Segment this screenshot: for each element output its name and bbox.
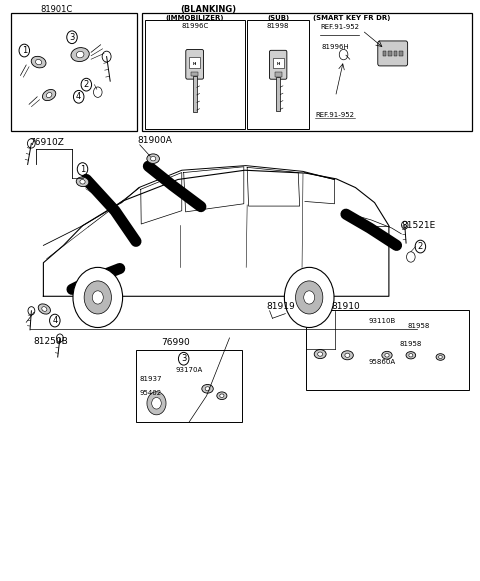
Text: 81919: 81919 xyxy=(266,302,295,311)
Text: 81996H: 81996H xyxy=(321,44,349,49)
Ellipse shape xyxy=(147,154,159,163)
Circle shape xyxy=(296,281,323,314)
Text: 93110B: 93110B xyxy=(369,318,396,324)
Bar xyxy=(144,20,245,128)
Bar xyxy=(142,13,472,131)
Ellipse shape xyxy=(76,51,84,58)
Bar xyxy=(388,51,392,56)
Ellipse shape xyxy=(382,352,392,359)
Ellipse shape xyxy=(202,385,213,393)
Ellipse shape xyxy=(217,392,227,400)
Ellipse shape xyxy=(31,56,46,68)
Text: 81900A: 81900A xyxy=(137,136,172,145)
Ellipse shape xyxy=(406,352,416,359)
Text: (SMART KEY FR DR): (SMART KEY FR DR) xyxy=(312,15,390,21)
Bar xyxy=(191,71,198,77)
Text: REF.91-952: REF.91-952 xyxy=(315,112,354,118)
Text: H: H xyxy=(193,62,196,66)
FancyBboxPatch shape xyxy=(186,49,204,79)
Text: 3: 3 xyxy=(69,33,75,42)
Bar xyxy=(276,77,280,111)
Ellipse shape xyxy=(76,177,89,187)
Text: 81958: 81958 xyxy=(408,324,431,329)
Ellipse shape xyxy=(345,353,350,357)
Text: 95860A: 95860A xyxy=(369,358,396,365)
Ellipse shape xyxy=(71,48,89,62)
Bar xyxy=(11,13,137,131)
Text: 93170A: 93170A xyxy=(176,367,203,374)
Ellipse shape xyxy=(36,59,42,64)
Text: 76990: 76990 xyxy=(161,338,190,347)
Text: 81910: 81910 xyxy=(332,302,360,311)
Bar xyxy=(383,51,386,56)
Text: (SUB): (SUB) xyxy=(267,15,289,21)
Ellipse shape xyxy=(42,89,56,101)
Ellipse shape xyxy=(318,352,323,356)
Bar xyxy=(399,51,403,56)
FancyBboxPatch shape xyxy=(269,51,287,79)
Text: (BLANKING): (BLANKING) xyxy=(180,5,237,15)
Text: 3: 3 xyxy=(181,354,186,363)
FancyBboxPatch shape xyxy=(378,41,408,66)
Circle shape xyxy=(284,267,334,328)
Text: 81937: 81937 xyxy=(140,376,162,382)
Bar xyxy=(306,310,469,390)
Ellipse shape xyxy=(409,354,413,357)
Bar xyxy=(136,350,242,422)
Text: 81521E: 81521E xyxy=(401,221,435,230)
Ellipse shape xyxy=(80,180,85,184)
Text: 4: 4 xyxy=(52,316,58,325)
Text: H: H xyxy=(276,62,280,66)
Circle shape xyxy=(92,291,103,304)
Text: 2: 2 xyxy=(84,80,89,89)
Circle shape xyxy=(84,281,111,314)
Ellipse shape xyxy=(151,156,156,161)
Text: 76910Z: 76910Z xyxy=(29,138,64,147)
Ellipse shape xyxy=(42,307,47,311)
Text: 81996C: 81996C xyxy=(181,23,208,30)
Circle shape xyxy=(304,291,315,304)
Circle shape xyxy=(147,392,166,415)
Text: 81901C: 81901C xyxy=(40,5,72,15)
Ellipse shape xyxy=(46,92,52,98)
Text: 81998: 81998 xyxy=(267,23,289,30)
Ellipse shape xyxy=(341,351,353,360)
Text: 81250B: 81250B xyxy=(34,337,69,346)
Circle shape xyxy=(152,397,161,409)
Text: (IMMOBILIZER): (IMMOBILIZER) xyxy=(166,15,224,21)
Ellipse shape xyxy=(220,394,224,397)
Text: 2: 2 xyxy=(418,242,423,251)
Ellipse shape xyxy=(436,354,445,360)
Ellipse shape xyxy=(385,353,389,357)
Bar xyxy=(273,58,284,68)
Bar xyxy=(394,51,397,56)
Text: 1: 1 xyxy=(80,164,85,174)
Ellipse shape xyxy=(205,387,210,391)
Circle shape xyxy=(73,267,122,328)
Text: 95402: 95402 xyxy=(140,390,162,396)
Ellipse shape xyxy=(314,350,326,358)
Text: REF.91-952: REF.91-952 xyxy=(320,24,359,30)
Bar xyxy=(192,77,197,112)
Text: 1: 1 xyxy=(22,46,27,55)
Bar xyxy=(189,57,200,68)
Ellipse shape xyxy=(38,304,50,314)
Text: 81958: 81958 xyxy=(400,341,422,347)
Ellipse shape xyxy=(439,356,442,358)
Text: 4: 4 xyxy=(76,92,81,101)
Bar xyxy=(275,72,282,77)
Bar xyxy=(247,20,309,128)
